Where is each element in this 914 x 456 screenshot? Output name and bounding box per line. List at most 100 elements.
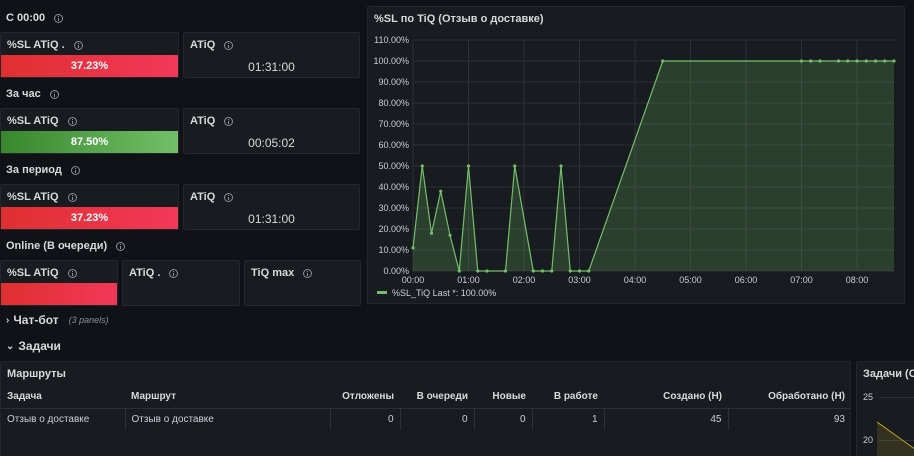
section-title-online: Online (В очереди) (6, 240, 126, 252)
info-icon[interactable] (224, 116, 234, 126)
data-point (439, 189, 443, 193)
column-header[interactable]: В работе (532, 386, 604, 409)
panel-title: ATiQ (190, 191, 234, 203)
data-point (799, 59, 804, 63)
routes-table-panel[interactable]: Маршруты Задача Маршрут Отложены В очере… (0, 361, 851, 456)
grid-line (879, 397, 914, 398)
panel-title: %SL ATiQ (7, 191, 77, 203)
data-point (448, 233, 452, 237)
y-tick-label: 50.00% (378, 161, 409, 171)
info-icon[interactable] (73, 40, 83, 50)
y-tick-label: 60.00% (378, 140, 409, 150)
info-icon[interactable] (54, 13, 64, 23)
column-header[interactable]: Задача (1, 386, 125, 409)
panel-title: TiQ max (251, 267, 313, 279)
row-header-chat-bot[interactable]: › Чат-бот (3 panels) (6, 313, 109, 327)
x-tick-label: 02:00 (513, 275, 536, 285)
column-header[interactable]: В очереди (400, 386, 474, 409)
x-tick-label: 00:00 (402, 275, 425, 285)
panel-title: %SL ATiQ (7, 115, 77, 127)
data-point (873, 59, 878, 63)
legend-label: %SL_TiQ Last *: 100.00% (392, 288, 496, 298)
section-title-since-midnight: С 00:00 (6, 12, 64, 24)
info-icon[interactable] (49, 89, 59, 99)
info-icon[interactable] (303, 268, 313, 278)
info-icon[interactable] (70, 165, 80, 175)
column-header[interactable]: Новые (474, 386, 532, 409)
table-cell: 0 (474, 408, 533, 430)
panel-title: ATiQ (190, 39, 234, 51)
column-header[interactable]: Маршрут (125, 386, 330, 409)
atiq-panel-online[interactable]: ATiQ . (122, 260, 240, 306)
x-tick-label: 07:00 (790, 275, 813, 285)
info-icon[interactable] (116, 241, 126, 251)
info-icon[interactable] (67, 192, 77, 202)
atiq-panel-today[interactable]: ATiQ 01:31:00 (183, 32, 360, 78)
data-point (411, 246, 415, 250)
chart-title: %SL по TiQ (Отзыв о доставке) (374, 13, 544, 25)
panel-title-label: TiQ max (251, 267, 295, 279)
row-header-tasks[interactable]: ⌄ Задачи (6, 339, 61, 353)
info-icon[interactable] (169, 268, 179, 278)
panel-title-label: ATiQ (190, 115, 216, 127)
data-point (864, 59, 868, 63)
info-icon[interactable] (67, 116, 77, 126)
y-tick-label: 30.00% (378, 203, 409, 213)
section-title-last-hour: За час (6, 88, 59, 100)
routes-table: Задача Маршрут Отложены В очереди Новые … (1, 386, 851, 430)
tiq-max-panel-online[interactable]: TiQ max (244, 260, 361, 306)
info-icon[interactable] (224, 40, 234, 50)
sl-value: 37.23% (70, 60, 109, 72)
data-point (550, 269, 554, 273)
data-point (892, 59, 896, 63)
tasks-chart-panel[interactable]: Задачи (От 25 20 (856, 361, 914, 456)
sl-gauge-bar (1, 283, 117, 305)
column-header[interactable]: Создано (Н) (604, 386, 728, 409)
series-area (413, 61, 894, 271)
y-tick-label: 110.00% (374, 35, 409, 45)
section-label: Online (В очереди) (6, 240, 108, 252)
sl-atiq-panel-hour[interactable]: %SL ATiQ 87.50% (0, 108, 179, 154)
data-point (540, 269, 545, 273)
y-tick-label: 20 (863, 435, 874, 445)
data-point (883, 59, 887, 63)
section-label: С 00:00 (6, 12, 46, 24)
atiq-panel-period[interactable]: ATiQ 01:31:00 (183, 184, 360, 230)
data-point (513, 164, 517, 168)
atiq-panel-hour[interactable]: ATiQ 00:05:02 (183, 108, 360, 154)
panel-title-label: %SL ATiQ (7, 267, 59, 279)
sl-tiq-chart[interactable]: 0.00% 10.00% 20.00% 30.00% 40.00% 50.00% 60.00… (368, 7, 904, 303)
sl-gauge-bar: 87.50% (1, 131, 178, 153)
panel-title-label: %SL ATiQ (7, 191, 59, 203)
data-point (577, 269, 582, 273)
data-point (818, 59, 822, 63)
panel-title: %SL ATiQ (7, 267, 77, 279)
grid-line (879, 440, 914, 441)
panel-title-label: %SL ATiQ . (7, 39, 65, 51)
table-row[interactable]: Отзыв о доставке Отзыв о доставке 0 0 0 … (1, 408, 851, 430)
data-point (503, 269, 508, 273)
info-icon[interactable] (224, 192, 234, 202)
data-point (846, 59, 850, 63)
data-point (457, 269, 461, 273)
section-label: За период (6, 164, 62, 176)
sl-tiq-chart-panel[interactable]: %SL по TiQ (Отзыв о доставке) 0.00% 10.00… (367, 6, 905, 304)
panel-title: %SL по TiQ (Отзыв о доставке) (374, 13, 544, 25)
panel-title: %SL ATiQ . (7, 39, 83, 51)
table-cell: 45 (604, 408, 729, 430)
panel-title-label: ATiQ (190, 39, 216, 51)
y-tick-label: 40.00% (378, 182, 409, 192)
tasks-series-area (877, 421, 914, 456)
data-point (661, 59, 665, 63)
column-header[interactable]: Отложены (330, 386, 400, 409)
table-cell: 0 (400, 408, 475, 430)
sl-atiq-panel-online[interactable]: %SL ATiQ (0, 260, 118, 306)
y-tick-label: 10.00% (378, 245, 409, 255)
column-header[interactable]: Обработано (Н) (728, 386, 851, 409)
panel-title: ATiQ . (129, 267, 179, 279)
table-cell: Отзыв о доставке (125, 408, 331, 430)
sl-atiq-panel-today[interactable]: %SL ATiQ . 37.23% (0, 32, 179, 78)
section-title-period: За период (6, 164, 80, 176)
sl-atiq-panel-period[interactable]: %SL ATiQ 37.23% (0, 184, 179, 230)
info-icon[interactable] (67, 268, 77, 278)
